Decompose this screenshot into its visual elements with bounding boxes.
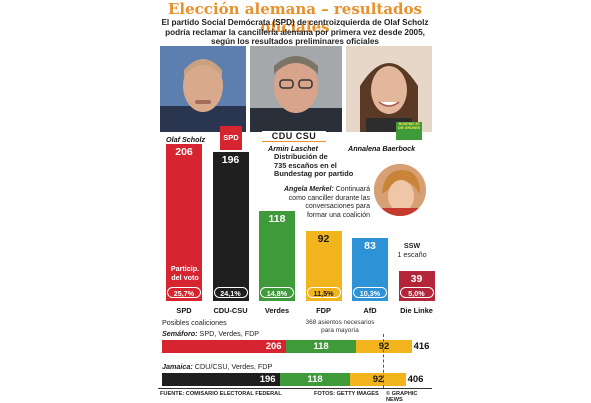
coalition-name: Jamaica: xyxy=(162,362,193,371)
vote-share-pill: 11,5% xyxy=(306,287,341,298)
footer-credit: © GRAPHIC NEWS xyxy=(386,391,418,403)
coalition-label: Jamaica: CDU/CSU, Verdes, FDP xyxy=(162,362,272,371)
note-line: 1 escaño xyxy=(397,249,427,259)
note-line: conversaciones para xyxy=(305,203,370,211)
note-line: Continuará xyxy=(335,186,370,193)
bar-verdes: 118 xyxy=(259,211,295,301)
photo-scholz xyxy=(160,46,246,132)
merkel-name: Angela Merkel: xyxy=(284,186,334,193)
coalition-total: 416 xyxy=(413,341,430,352)
bar-value: 39 xyxy=(410,273,423,286)
note-line: Distribución de xyxy=(274,152,328,161)
note-line: 368 asientos necesarios xyxy=(305,319,375,326)
label-line: del voto xyxy=(171,272,199,282)
majority-note: 368 asientos necesarios para mayoría xyxy=(298,319,382,334)
subtitle-line: según los resultados preliminares oficia… xyxy=(211,37,379,47)
bar-value: 83 xyxy=(364,239,376,252)
coalition-label: Semáforo: SPD, Verdes, FDP xyxy=(162,329,259,338)
spd-logo: SPD xyxy=(220,126,242,150)
coalition-name: Semáforo: xyxy=(162,329,198,338)
greens-logo: BÜNDNIS 90 DIE GRÜNEN xyxy=(396,122,422,140)
note-line: como canciller durante las xyxy=(288,194,370,202)
vote-share-pill: 25,7% xyxy=(167,287,201,298)
vote-share-pill: 5,0% xyxy=(399,287,434,298)
coalition-segment: 92 xyxy=(356,340,412,353)
merkel-note: Angela Merkel: Continuará como canciller… xyxy=(236,186,370,220)
vote-share-pill: 24,1% xyxy=(213,287,248,298)
bar-spd: 206 xyxy=(166,144,202,301)
bar-value: 196 xyxy=(221,154,240,167)
candidate-name: Olaf Scholz xyxy=(166,135,206,144)
footer-divider xyxy=(158,388,432,389)
bar-value: 118 xyxy=(268,213,286,226)
ssw-note: SSW 1 escaño xyxy=(394,241,430,259)
coalitions-title: Posibles coaliciones xyxy=(162,318,227,327)
x-tick-label: CDU-CSU xyxy=(213,306,248,315)
coalition-total: 406 xyxy=(407,374,424,385)
photo-baerbock xyxy=(346,46,432,132)
photo-merkel xyxy=(374,164,426,216)
footer-photos: FOTOS: GETTY IMAGES xyxy=(314,391,379,397)
footer-source: FUENTE: COMISARIO ELECTORAL FEDERAL xyxy=(160,391,282,397)
photo-laschet xyxy=(250,46,342,132)
bar-value: 206 xyxy=(175,146,193,159)
candidate-name: Annalena Baerbock xyxy=(348,144,416,153)
bar-value: 92 xyxy=(317,233,330,246)
coalition-segment: 92 xyxy=(350,373,406,386)
candidate-name: Armin Laschet xyxy=(268,144,318,153)
x-tick-label: FDP xyxy=(316,306,331,315)
subtitle-line: El partido Social Demócrata (SPD) de cen… xyxy=(161,18,429,27)
note-line: SSW xyxy=(403,241,421,250)
x-tick-label: Die Linke xyxy=(400,306,433,315)
label-line: Particip. xyxy=(170,264,200,273)
vote-share-label: Particip. del voto xyxy=(170,264,200,282)
coalition-segment: 206 xyxy=(162,340,286,353)
subtitle: El partido Social Demócrata (SPD) de cen… xyxy=(158,18,432,47)
coalition-segment: 118 xyxy=(285,340,357,353)
coalition-parties: SPD, Verdes, FDP xyxy=(199,329,260,338)
infographic: Elección alemana – resultados oficiales … xyxy=(158,0,435,403)
vote-share-pill: 14,8% xyxy=(260,287,294,298)
note-line: Bundestag por partido xyxy=(274,169,354,179)
note-line: formar una coalición xyxy=(306,211,370,219)
majority-line xyxy=(382,334,384,388)
bar-cdu-csu: 196 xyxy=(212,152,249,301)
page-title: Elección alemana – resultados oficiales xyxy=(168,0,422,36)
note-line: para mayoría xyxy=(321,326,359,334)
cdu-csu-logo: CDU CSU xyxy=(262,131,326,142)
coalition-parties: CDU/CSU, Verdes, FDP xyxy=(194,362,273,371)
vote-share-pill: 10,3% xyxy=(353,287,387,298)
x-tick-label: AfD xyxy=(363,306,377,315)
coalition-segment: 196 xyxy=(162,373,280,386)
x-tick-label: Verdes xyxy=(264,306,290,315)
x-tick-label: SPD xyxy=(176,306,192,315)
distribution-note: Distribución de 735 escaños en el Bundes… xyxy=(274,152,354,179)
coalition-segment: 118 xyxy=(279,373,351,386)
note-line: 735 escaños en el xyxy=(274,160,337,170)
subtitle-line: podría reclamar la cancillería alemana p… xyxy=(165,27,425,37)
